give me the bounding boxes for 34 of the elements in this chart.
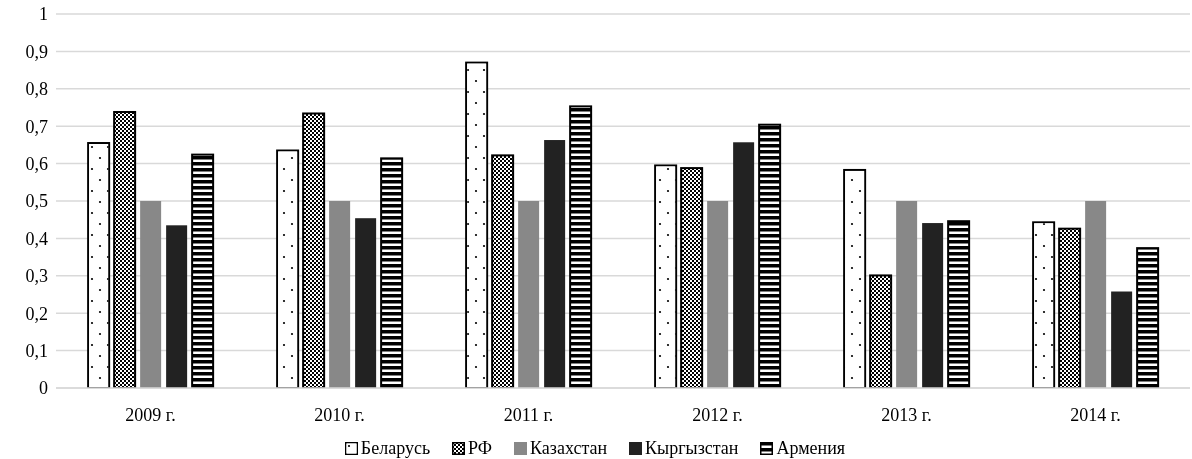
x-tick-label: 2011 г.: [503, 404, 554, 425]
legend-label: Казахстан: [530, 438, 608, 459]
bar: [544, 140, 566, 388]
bar: [140, 201, 162, 388]
y-tick-label: 0,5: [25, 191, 48, 212]
y-tick-label: 0,8: [25, 79, 48, 100]
bar: [518, 201, 540, 388]
y-tick-label: 0,6: [25, 153, 48, 174]
y-tick-label: 0,2: [25, 303, 48, 324]
y-tick-label: 0,4: [25, 228, 48, 249]
y-tick-label: 0,1: [25, 340, 48, 361]
y-tick-label: 1: [39, 4, 48, 25]
x-tick-label: 2014 г.: [1070, 404, 1121, 425]
y-tick-label: 0,7: [25, 116, 48, 137]
legend-label: Кыргызстан: [645, 438, 739, 459]
bar: [166, 225, 188, 388]
x-tick-label: 2012 г.: [692, 404, 743, 425]
y-tick-label: 0,9: [25, 41, 48, 62]
legend-label: Армения: [776, 438, 846, 459]
x-tick-label: 2009 г.: [125, 404, 176, 425]
bar: [1111, 291, 1133, 388]
bar: [733, 142, 755, 388]
y-tick-label: 0,3: [25, 266, 48, 287]
bar: [329, 201, 351, 388]
bar: [707, 201, 729, 388]
bar: [355, 218, 377, 388]
x-tick-label: 2010 г.: [314, 404, 365, 425]
legend-label: Беларусь: [360, 438, 431, 459]
bar: [922, 223, 944, 388]
y-tick-label: 0: [39, 378, 48, 399]
bar: [896, 201, 918, 388]
bar: [1085, 201, 1107, 388]
legend-label: РФ: [468, 438, 493, 459]
x-tick-label: 2013 г.: [881, 404, 932, 425]
